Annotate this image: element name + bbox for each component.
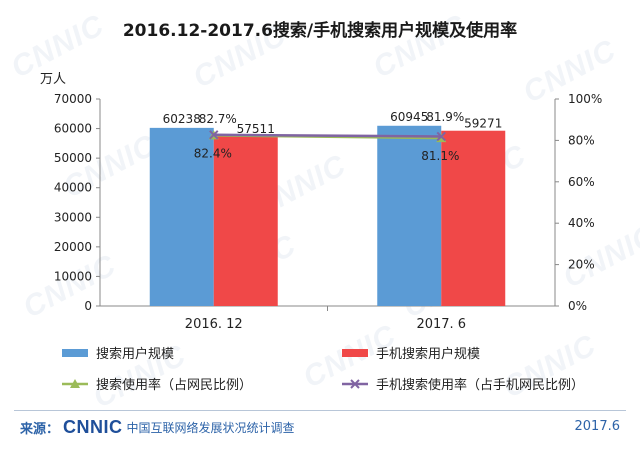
- source-org: 中国互联网络发展状况统计调查: [126, 420, 295, 435]
- y-axis-unit-label: 万人: [40, 72, 67, 87]
- data-label-search-rate: 82.4%: [194, 146, 232, 160]
- y-tick-label: 40000: [54, 181, 92, 195]
- y-tick-label: 70000: [54, 92, 92, 106]
- y2-tick-label: 40%: [568, 216, 595, 230]
- legend-label: 手机搜索用户规模: [376, 346, 480, 362]
- source-label: 来源：: [20, 421, 60, 437]
- y-tick-label: 20000: [54, 240, 92, 254]
- chart-plot: 70000 60000 50000 40000 30000 20000 10000 0 100%…: [54, 92, 603, 393]
- bar-search-users: [149, 127, 214, 306]
- legend-marker: [70, 379, 80, 388]
- cnnic-logo: CNNIC: [63, 416, 123, 437]
- footer-date: 2017.6: [574, 419, 621, 434]
- bar-mobile-search-users: [441, 130, 506, 306]
- legend-swatch: [342, 349, 368, 357]
- data-label-mobile-search-users: 59271: [464, 117, 502, 131]
- footer-divider: [14, 410, 626, 411]
- x-tick-label: 2016. 12: [185, 317, 243, 332]
- y-tick-label: 0: [84, 299, 92, 313]
- y2-tick-label: 20%: [568, 258, 595, 272]
- y2-tick-label: 60%: [568, 175, 595, 189]
- y-tick-label: 60000: [54, 122, 92, 136]
- line-mobile-search-rate: [213, 133, 442, 138]
- marker-mobile-search-rate: [436, 131, 446, 142]
- y-tick-label: 50000: [54, 151, 92, 165]
- bar-mobile-search-users: [213, 135, 278, 306]
- chart-title: 2016.12-2017.6搜索/手机搜索用户规模及使用率: [122, 21, 518, 41]
- y-tick-label: 30000: [54, 210, 92, 224]
- y2-tick-label: 100%: [568, 92, 602, 106]
- legend-label: 手机搜索使用率（占手机网民比例）: [376, 377, 584, 393]
- data-label-mobile-search-users: 57511: [237, 122, 275, 136]
- data-label-search-rate: 81.1%: [421, 149, 459, 163]
- data-label-mobile-search-rate: 81.9%: [426, 110, 464, 124]
- bar-search-users: [377, 125, 442, 306]
- y-tick-label: 10000: [54, 269, 92, 283]
- legend-swatch: [62, 349, 88, 357]
- x-tick-label: 2017. 6: [416, 317, 466, 332]
- data-label-mobile-search-rate: 82.7%: [199, 112, 237, 126]
- marker-mobile-search-rate: [209, 130, 219, 140]
- legend-label: 搜索用户规模: [96, 346, 174, 362]
- y2-tick-label: 0%: [568, 299, 587, 313]
- data-label-search-users: 60945: [390, 110, 428, 124]
- data-label-search-users: 60238: [163, 112, 201, 126]
- y2-tick-label: 80%: [568, 133, 595, 147]
- footer-source: 来源： CNNIC 中国互联网络发展状况统计调查: [20, 416, 295, 438]
- legend-marker: [350, 379, 360, 389]
- legend-label: 搜索使用率（占网民比例）: [96, 377, 252, 393]
